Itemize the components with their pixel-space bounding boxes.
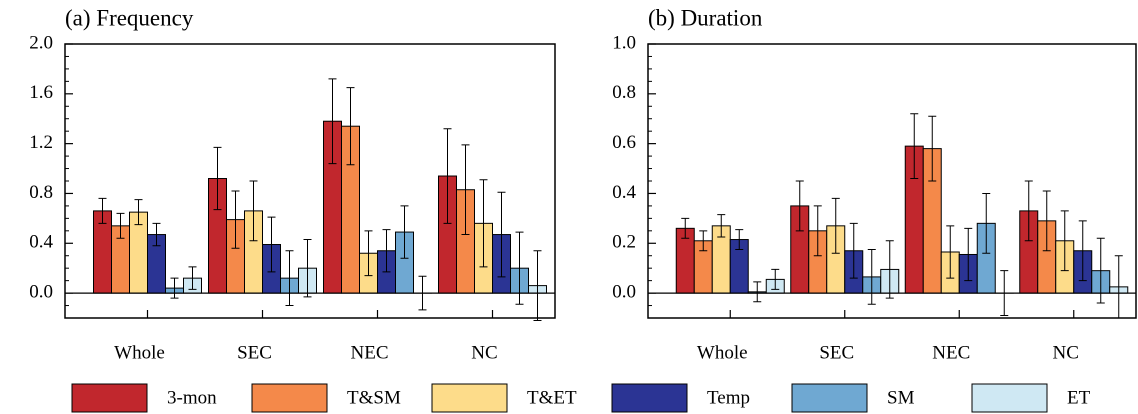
y-tick-label: 0.6: [612, 132, 636, 153]
error-bar: [910, 113, 919, 180]
error-bar: [346, 87, 355, 166]
error-bar: [328, 78, 337, 165]
error-bar: [1096, 237, 1105, 304]
error-bar: [285, 250, 294, 307]
legend-label: 3-mon: [167, 387, 217, 408]
error-bar: [849, 222, 858, 279]
error-bar: [303, 239, 312, 298]
error-bar: [364, 230, 373, 277]
error-bar: [1042, 190, 1051, 252]
x-tick-label: NC: [471, 342, 497, 363]
error-bar: [170, 277, 179, 299]
error-bar: [1024, 180, 1033, 242]
x-tick-label: SEC: [819, 342, 854, 363]
chart-title: (a) Frequency: [65, 5, 194, 30]
error-bar: [699, 230, 708, 252]
y-tick-label: 0.8: [612, 82, 636, 103]
error-bar: [134, 199, 143, 226]
error-bar: [116, 212, 125, 239]
y-tick-label: 0.0: [29, 281, 53, 302]
error-bar: [885, 240, 894, 299]
error-bar: [795, 180, 804, 232]
y-tick-label: 0.4: [612, 182, 636, 203]
error-bar: [771, 268, 780, 290]
error-bar: [964, 227, 973, 282]
error-bar: [479, 179, 488, 268]
error-bar: [753, 281, 762, 303]
error-bar: [813, 205, 822, 257]
y-tick-label: 2.0: [29, 32, 53, 53]
legend-label: T&ET: [527, 387, 577, 408]
error-bar: [382, 229, 391, 273]
chart-title: (b) Duration: [648, 5, 763, 30]
error-bar: [681, 217, 690, 239]
y-tick-label: 1.0: [612, 32, 636, 53]
error-bar: [928, 115, 937, 182]
error-bar: [717, 214, 726, 238]
error-bar: [267, 216, 276, 273]
x-tick-label: SEC: [237, 342, 272, 363]
legend-swatch: [791, 383, 868, 413]
y-tick-label: 1.6: [29, 82, 53, 103]
error-bar: [152, 222, 161, 247]
error-bar: [982, 192, 991, 254]
y-tick-label: 0.2: [612, 232, 636, 253]
y-tick-label: 0.4: [29, 232, 53, 253]
error-bar: [443, 128, 452, 224]
x-tick-label: NEC: [351, 342, 389, 363]
x-tick-label: Whole: [697, 342, 748, 363]
error-bar: [497, 191, 506, 278]
error-bar: [1078, 220, 1087, 282]
legend-swatch: [971, 383, 1048, 413]
legend-swatch: [71, 383, 148, 413]
error-bar: [98, 197, 107, 224]
error-bar: [867, 249, 876, 305]
error-bar: [249, 180, 258, 242]
legend-swatch: [431, 383, 508, 413]
axes-frame: [64, 43, 556, 319]
error-bar: [1060, 210, 1069, 272]
error-bar: [231, 190, 240, 249]
error-bar: [946, 225, 955, 279]
x-tick-label: NC: [1053, 342, 1079, 363]
x-tick-label: NEC: [932, 342, 970, 363]
legend-swatch: [251, 383, 328, 413]
error-bar: [188, 266, 197, 290]
error-bar: [515, 231, 524, 305]
error-bar: [400, 205, 409, 259]
x-tick-label: Whole: [114, 342, 165, 363]
error-bar: [533, 250, 542, 321]
y-tick-label: 0.8: [29, 182, 53, 203]
legend-label: T&SM: [347, 387, 401, 408]
legend-label: SM: [887, 387, 915, 408]
error-bar: [735, 229, 744, 250]
y-tick-label: 0.0: [612, 281, 636, 302]
error-bar: [461, 144, 470, 236]
axes-frame: [647, 43, 1137, 319]
error-bar: [831, 197, 840, 254]
legend-label: Temp: [707, 387, 750, 408]
error-bar: [213, 146, 222, 211]
legend-label: ET: [1067, 387, 1091, 408]
y-tick-label: 1.2: [29, 132, 53, 153]
legend-swatch: [611, 383, 688, 413]
